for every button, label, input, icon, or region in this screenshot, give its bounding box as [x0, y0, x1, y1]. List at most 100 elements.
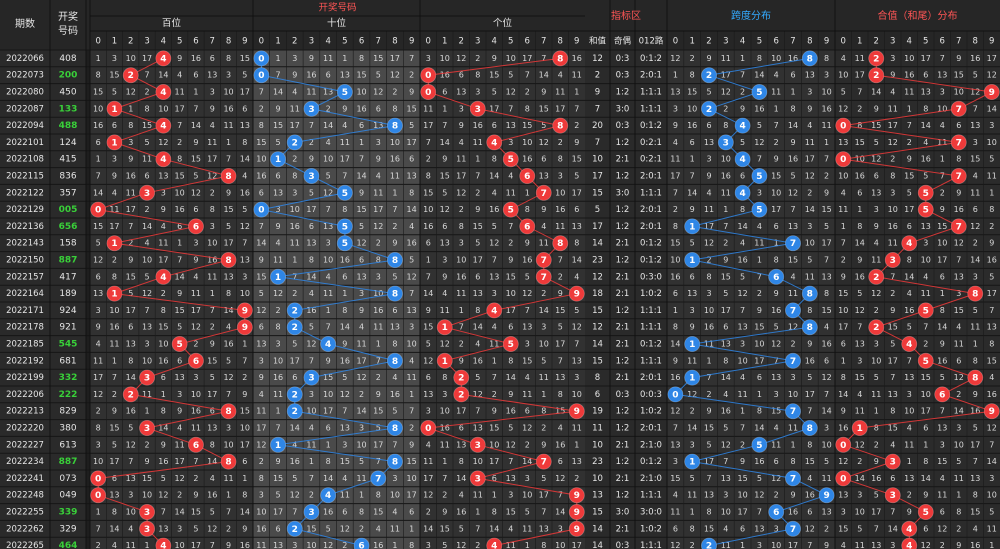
draw-header-line2: 号码: [58, 25, 78, 37]
omission-cell: 16: [888, 222, 898, 231]
omission-cell: 8: [276, 323, 281, 332]
omission-cell: 7: [740, 424, 745, 433]
omission-cell: 7: [309, 121, 314, 130]
omission-cell: 2: [723, 104, 728, 113]
omission-cell: 2: [409, 71, 414, 80]
omission-cell: 15: [855, 373, 865, 382]
hit-ball-label: 0: [258, 54, 264, 64]
omission-cell: 7: [242, 356, 247, 365]
omission-cell: 17: [871, 508, 881, 517]
omission-cell: 14: [805, 205, 815, 214]
omission-cell: 17: [290, 121, 300, 130]
hit-ball-label: 2: [873, 71, 879, 81]
omission-cell: 15: [788, 256, 798, 265]
hit-ball-label: 8: [392, 256, 398, 266]
omission-cell: 7: [326, 205, 331, 214]
omission-cell: 2: [96, 407, 101, 416]
hit-ball: [785, 352, 802, 369]
omission-cell: 8: [774, 256, 779, 265]
omission-cell: 11: [822, 121, 832, 130]
hit-ball-label: 1: [689, 458, 695, 468]
omission-cell: 9: [112, 172, 117, 181]
omission-cell: 9: [824, 541, 829, 549]
omission-cell: 12: [273, 289, 283, 298]
omission-cell: 11: [126, 188, 136, 197]
digit-header: 7: [790, 37, 795, 47]
group-title: 开奖号码: [318, 2, 356, 14]
draw-number: 339: [59, 508, 78, 518]
omission-cell: 5: [907, 323, 912, 332]
omission-cell: 2: [145, 205, 150, 214]
omission-cell: 16: [670, 272, 680, 281]
omission-cell: 15: [970, 508, 980, 517]
digit-header: 8: [973, 37, 978, 47]
omission-cell: 4: [177, 424, 182, 433]
omission-cell: 9: [376, 390, 381, 399]
omission-cell: 15: [855, 138, 865, 147]
omission-cell: 9: [673, 356, 678, 365]
omission-cell: 16: [207, 491, 217, 500]
omission-cell: 13: [921, 222, 931, 231]
issue-cell: 2022094: [6, 121, 44, 131]
omission-cell: 12: [888, 138, 898, 147]
omission-cell: 1: [740, 54, 745, 63]
hit-ball-label: 9: [574, 491, 580, 501]
hit-ball: [818, 487, 835, 504]
omission-cell: 5: [459, 524, 464, 533]
omission-cell: 2: [824, 524, 829, 533]
omission-cell: 14: [175, 508, 185, 517]
omission-cell: 6: [442, 222, 447, 231]
omission-cell: 1: [690, 155, 695, 164]
hit-ball-label: 6: [524, 172, 530, 182]
omission-cell: 15: [555, 306, 565, 315]
sum-cell: 23: [592, 457, 603, 467]
hit-ball: [768, 503, 785, 520]
omission-cell: 11: [771, 440, 781, 449]
omission-cell: 1: [309, 457, 314, 466]
draw-number: 613: [59, 440, 76, 450]
omission-cell: 6: [508, 323, 513, 332]
omission-cell: 2: [409, 424, 414, 433]
omission-cell: 12: [423, 491, 433, 500]
digit-header: 7: [956, 37, 961, 47]
omission-cell: 10: [937, 239, 947, 248]
omission-cell: 10: [987, 138, 997, 147]
omission-cell: 11: [456, 289, 466, 298]
omission-cell: 12: [555, 474, 565, 483]
omission-cell: 15: [888, 323, 898, 332]
omission-cell: 9: [359, 188, 364, 197]
issue-cell: 2022101: [6, 138, 44, 148]
omission-cell: 3: [276, 205, 281, 214]
omission-cell: 2: [475, 541, 480, 549]
omission-cell: 5: [242, 71, 247, 80]
hit-ball: [751, 201, 768, 218]
omission-cell: 10: [506, 54, 516, 63]
omission-cell: 9: [492, 407, 497, 416]
omission-cell: 13: [539, 524, 549, 533]
omission-cell: 2: [841, 256, 846, 265]
omission-cell: 5: [112, 88, 117, 97]
omission-cell: 14: [855, 239, 865, 248]
omission-cell: 11: [158, 239, 168, 248]
omission-cell: 10: [191, 390, 201, 399]
omission-cell: 5: [259, 289, 264, 298]
omission-cell: 10: [290, 205, 300, 214]
omission-cell: 13: [738, 323, 748, 332]
issue-cell: 2022115: [6, 172, 44, 182]
omission-cell: 1: [359, 138, 364, 147]
omission-cell: 14: [423, 289, 433, 298]
hit-ball-label: 4: [160, 273, 166, 283]
omission-cell: 9: [690, 323, 695, 332]
omission-cell: 3: [376, 272, 381, 281]
issue-cell: 2022108: [6, 155, 44, 165]
tail-trend-line: [841, 58, 994, 546]
omission-cell: 5: [492, 222, 497, 231]
omission-cell: 9: [276, 104, 281, 113]
omission-cell: 12: [788, 323, 798, 332]
digit-header: 9: [409, 37, 414, 47]
hit-ball: [701, 67, 718, 84]
omission-cell: 1: [740, 407, 745, 416]
omission-cell: 14: [888, 524, 898, 533]
omission-cell: 1: [574, 440, 579, 449]
omission-cell: 11: [954, 340, 964, 349]
